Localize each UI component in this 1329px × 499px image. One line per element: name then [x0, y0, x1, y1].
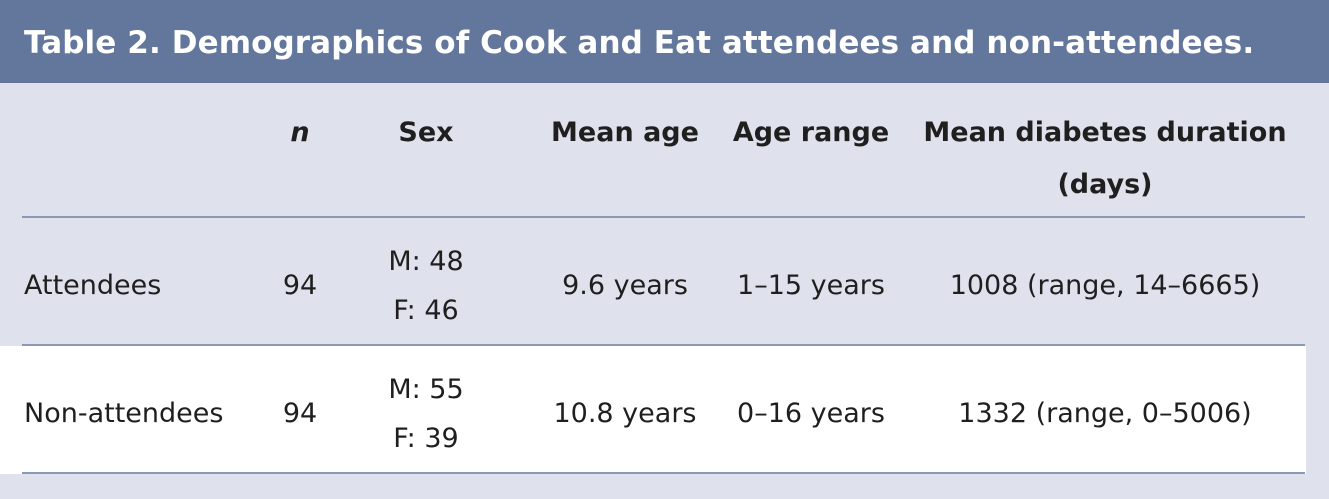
row2-group: Non-attendees — [24, 398, 224, 429]
bottom-rule — [22, 472, 1305, 474]
row1-age-range: 1–15 years — [737, 270, 885, 301]
header-sex: Sex — [398, 117, 454, 148]
table-caption-bar: Table 2. Demographics of Cook and Eat at… — [0, 0, 1329, 83]
header-rule — [22, 216, 1305, 218]
row2-duration: 1332 (range, 0–5006) — [958, 398, 1252, 429]
table-caption: Table 2. Demographics of Cook and Eat at… — [24, 25, 1255, 61]
row2-n: 94 — [282, 398, 318, 429]
row1-group: Attendees — [24, 270, 162, 301]
header-duration-line2: (days) — [1057, 169, 1153, 200]
row2-sex-f: F: 39 — [393, 423, 459, 454]
row-highlight — [0, 346, 1306, 474]
row2-mean-age: 10.8 years — [553, 398, 697, 429]
row1-mean-age: 9.6 years — [562, 270, 688, 301]
row2-age-range: 0–16 years — [737, 398, 885, 429]
row1-duration: 1008 (range, 14–6665) — [949, 270, 1261, 301]
row1-sex-m: M: 48 — [388, 246, 464, 277]
header-age-range: Age range — [732, 117, 890, 148]
row-rule — [22, 344, 1305, 346]
row1-n: 94 — [282, 270, 318, 301]
header-n: n — [290, 117, 310, 148]
header-mean-age: Mean age — [551, 117, 699, 148]
row2-sex-m: M: 55 — [388, 374, 464, 405]
row1-sex-f: F: 46 — [393, 295, 459, 326]
header-duration-line1: Mean diabetes duration — [923, 117, 1287, 148]
